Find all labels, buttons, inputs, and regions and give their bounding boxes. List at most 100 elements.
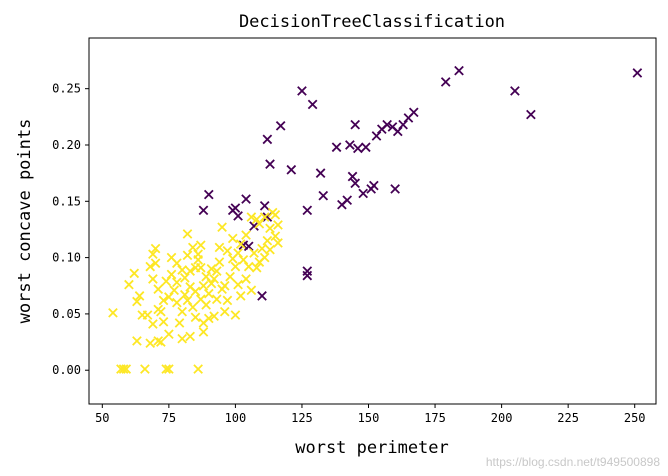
data-point	[142, 310, 153, 320]
data-point	[156, 337, 166, 347]
data-point	[190, 312, 201, 323]
data-point	[297, 86, 307, 96]
data-point	[195, 240, 206, 251]
data-point	[315, 168, 326, 178]
data-point	[132, 336, 142, 346]
data-point	[259, 252, 270, 263]
data-point	[203, 313, 214, 324]
data-point	[164, 292, 174, 302]
data-point	[153, 284, 164, 294]
data-point	[243, 241, 254, 252]
data-point	[233, 279, 243, 290]
data-point	[219, 306, 230, 317]
data-point	[206, 278, 217, 289]
data-point	[251, 214, 262, 225]
data-point	[206, 264, 217, 274]
data-point	[241, 194, 251, 204]
data-point	[350, 119, 361, 130]
data-point	[235, 291, 246, 301]
plot-frame	[88, 37, 657, 405]
data-point	[148, 249, 158, 260]
data-point	[632, 68, 643, 78]
data-point	[265, 244, 275, 255]
data-point	[187, 302, 198, 312]
data-point	[342, 195, 353, 206]
data-point	[185, 331, 195, 342]
data-point	[121, 364, 132, 374]
data-point	[265, 159, 275, 169]
data-point	[172, 297, 182, 308]
data-point	[510, 86, 520, 96]
data-point	[222, 246, 233, 256]
data-point	[246, 212, 257, 222]
data-point	[238, 255, 249, 265]
data-point	[158, 295, 169, 306]
data-point	[124, 279, 134, 290]
x-tick-label: 125	[291, 411, 313, 425]
data-point	[177, 333, 188, 344]
plot-points	[108, 65, 643, 374]
y-axis-label: worst concave points	[15, 119, 35, 324]
x-tick-label: 50	[95, 411, 109, 425]
data-point	[302, 270, 313, 281]
data-point	[209, 311, 219, 321]
data-point	[198, 327, 209, 337]
data-point	[246, 285, 257, 296]
data-point	[302, 266, 313, 276]
data-point	[230, 261, 241, 272]
data-point	[262, 134, 273, 145]
data-point	[350, 178, 361, 189]
data-point	[140, 364, 150, 374]
data-point	[169, 285, 180, 296]
data-point	[201, 300, 211, 310]
data-point	[382, 119, 392, 130]
data-point	[158, 316, 169, 327]
data-point	[153, 336, 164, 346]
data-point	[251, 262, 262, 273]
data-point	[156, 306, 166, 317]
data-point	[273, 238, 283, 248]
data-point	[217, 222, 227, 233]
data-point	[275, 121, 286, 131]
data-point	[233, 211, 243, 221]
data-point	[185, 266, 195, 276]
data-point	[262, 235, 273, 246]
data-point	[259, 200, 270, 211]
data-point	[193, 364, 203, 374]
data-point	[203, 288, 214, 299]
data-point	[318, 190, 329, 201]
data-point	[209, 274, 219, 284]
data-point	[302, 205, 313, 216]
data-point	[270, 231, 281, 242]
data-point	[219, 280, 230, 291]
data-point	[259, 212, 270, 222]
data-point	[193, 255, 203, 265]
data-point	[353, 143, 363, 154]
data-point	[371, 131, 382, 141]
data-point	[108, 307, 118, 318]
data-point	[390, 184, 400, 194]
data-point	[225, 271, 235, 282]
data-point	[182, 250, 193, 261]
y-tick-label: 0.00	[52, 363, 81, 377]
data-point	[235, 239, 246, 249]
data-point	[454, 65, 464, 76]
data-point	[195, 262, 206, 273]
data-point	[203, 189, 214, 200]
y-tick-label: 0.20	[52, 138, 81, 152]
data-point	[230, 310, 241, 320]
x-axis-label: worst perimeter	[295, 438, 449, 458]
data-point	[408, 107, 419, 118]
data-point	[164, 329, 174, 340]
data-point	[345, 140, 355, 150]
data-point	[118, 364, 129, 374]
data-point	[307, 99, 318, 110]
data-point	[145, 261, 156, 272]
y-tick-label: 0.10	[52, 251, 81, 265]
data-point	[227, 233, 238, 244]
data-point	[361, 142, 371, 153]
x-tick-label: 100	[225, 411, 247, 425]
data-point	[179, 289, 190, 300]
data-point	[182, 229, 193, 239]
